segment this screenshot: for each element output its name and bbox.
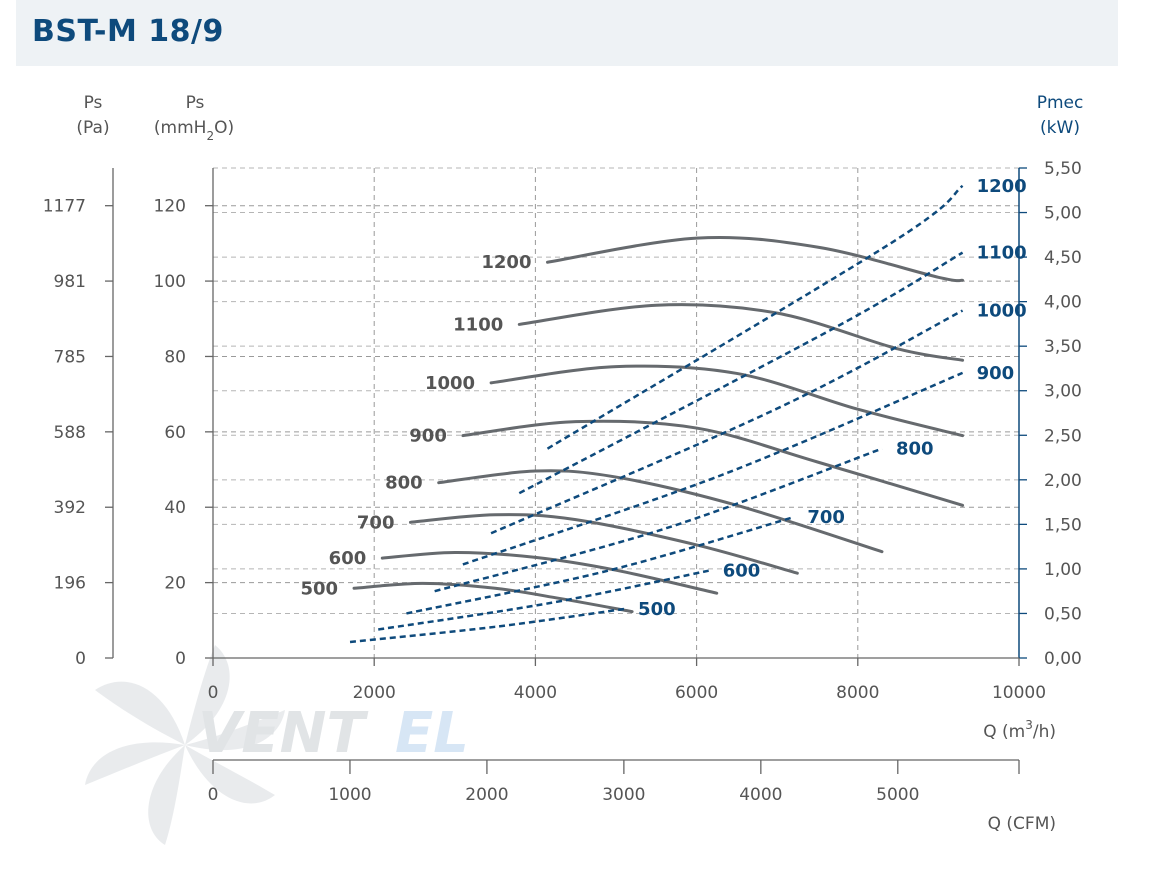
pressure-curve-label-900: 900	[409, 426, 447, 447]
mm-axis-unit: (mmH2O)	[154, 118, 234, 143]
logo-text-b: EL	[395, 701, 469, 766]
power-tick-label: 0,50	[1044, 604, 1082, 624]
grid	[213, 167, 1019, 658]
power-axis-unit: (kW)	[1040, 118, 1080, 138]
x-tick-label: 0	[208, 683, 219, 703]
cfm-tick-label: 4000	[739, 785, 782, 805]
pressure-curve-1000	[489, 364, 965, 438]
mm-axis-title: Ps	[186, 93, 205, 113]
power-curve-label-700: 700	[807, 507, 845, 528]
power-curve-700	[406, 516, 794, 615]
power-curve-1100	[518, 251, 964, 495]
power-curve-900	[462, 371, 964, 566]
power-tick-label: 2,00	[1044, 471, 1082, 491]
pressure-curve-label-800: 800	[385, 473, 423, 494]
mm-tick-label: 120	[154, 197, 186, 217]
power-curve-label-500: 500	[638, 599, 676, 620]
pa-tick-label: 588	[54, 423, 86, 443]
pressure-curve-900	[461, 419, 965, 507]
pressure-curve-label-1000: 1000	[425, 373, 475, 394]
x-tick-label: 4000	[514, 683, 557, 703]
power-tick-label: 5,00	[1044, 204, 1082, 224]
power-curve-label-800: 800	[896, 439, 934, 460]
power-curves	[349, 184, 964, 644]
title-bar: BST-M 18/9	[16, 0, 1118, 66]
mm-tick-label: 100	[154, 272, 186, 292]
pa-tick-label: 392	[54, 498, 86, 518]
cfm-tick-label: 3000	[602, 785, 645, 805]
cfm-tick-label: 5000	[876, 785, 919, 805]
pressure-curve-label-600: 600	[329, 548, 367, 569]
mm-tick-label: 40	[164, 498, 186, 518]
axes	[105, 167, 1027, 774]
pa-tick-label: 981	[54, 272, 86, 292]
power-curve-1200	[546, 184, 964, 450]
power-tick-label: 3,00	[1044, 382, 1082, 402]
power-curve-600	[378, 569, 709, 631]
pressure-curve-600	[380, 550, 719, 595]
power-tick-label: 1,50	[1044, 515, 1082, 535]
power-tick-label: 2,50	[1044, 426, 1082, 446]
power-tick-label: 0,00	[1044, 649, 1082, 669]
axis-labels: 0 196 392 588 785 981 1177 Ps (Pa) 0 20 40 60 80 100 12…	[43, 93, 1084, 834]
pa-tick-label: 196	[54, 574, 86, 594]
ventel-logo: VENT EL	[85, 645, 469, 845]
pa-tick-label: 1177	[43, 197, 86, 217]
pressure-curve-500	[352, 581, 634, 614]
pressure-curve-1100	[517, 303, 965, 362]
pa-axis-unit: (Pa)	[76, 118, 109, 138]
pa-tick-label: 785	[54, 347, 86, 367]
power-tick-label: 4,00	[1044, 293, 1082, 313]
logo-text-a: VENT	[198, 701, 368, 766]
power-axis-title: Pmec	[1037, 93, 1084, 113]
pa-tick-label: 0	[75, 649, 86, 669]
power-curve-label-1200: 1200	[977, 176, 1027, 197]
power-tick-label: 3,50	[1044, 337, 1082, 357]
cfm-tick-label: 2000	[465, 785, 508, 805]
cfm-tick-label: 0	[208, 785, 219, 805]
pressure-curve-800	[437, 469, 884, 554]
pressure-curve-1200	[545, 235, 965, 283]
pressure-curve-label-700: 700	[357, 512, 395, 533]
cfm-tick-label: 1000	[328, 785, 371, 805]
x-tick-label: 8000	[836, 683, 879, 703]
x-axis-title: Q (m3/h)	[983, 718, 1056, 742]
power-curve-label-1000: 1000	[977, 301, 1027, 322]
pressure-curve-label-1100: 1100	[453, 314, 503, 335]
mm-tick-label: 60	[164, 423, 186, 443]
x-tick-label: 6000	[675, 683, 718, 703]
power-curve-label-1100: 1100	[977, 243, 1027, 264]
mm-tick-label: 80	[164, 347, 186, 367]
x-tick-label: 2000	[353, 683, 396, 703]
power-curve-500	[349, 607, 625, 644]
power-tick-label: 1,00	[1044, 560, 1082, 580]
fan-blade-icon	[85, 645, 285, 845]
pressure-curve-label-1200: 1200	[481, 252, 531, 273]
power-curve-label-900: 900	[977, 363, 1015, 384]
cfm-axis-title: Q (CFM)	[988, 814, 1056, 834]
x-tick-label: 10000	[992, 683, 1046, 703]
pressure-curve-700	[408, 513, 799, 575]
power-tick-label: 5,50	[1044, 159, 1082, 179]
mm-tick-label: 20	[164, 574, 186, 594]
pressure-curve-label-500: 500	[300, 578, 338, 599]
power-tick-label: 4,50	[1044, 248, 1082, 268]
pa-axis-title: Ps	[84, 93, 103, 113]
pressure-curves	[352, 235, 965, 614]
power-curve-1000	[490, 309, 964, 535]
power-curve-800	[434, 447, 883, 593]
chart-title: BST-M 18/9	[32, 14, 224, 49]
mm-tick-label: 0	[175, 649, 186, 669]
power-curve-label-600: 600	[723, 561, 761, 582]
